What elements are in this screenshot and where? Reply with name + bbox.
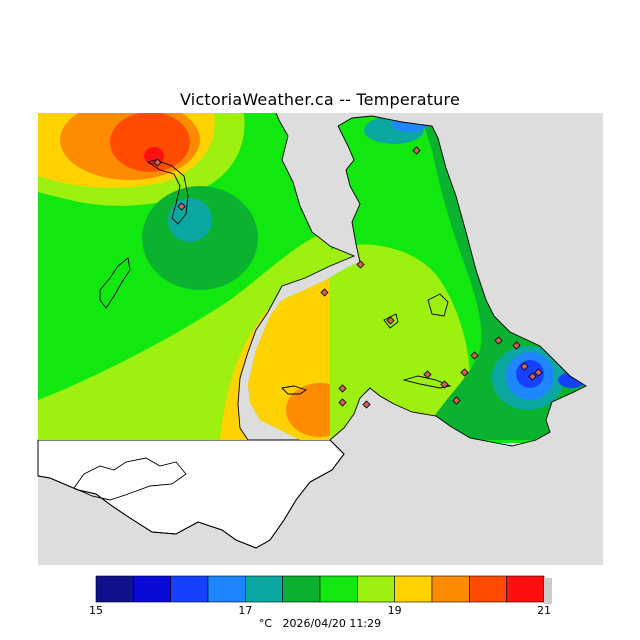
station-marker <box>520 362 529 371</box>
legend-cell <box>207 575 246 603</box>
legend-unit: °C <box>258 617 273 630</box>
legend-cell <box>170 575 209 603</box>
station-marker <box>338 398 347 407</box>
station-markers <box>153 146 543 409</box>
legend-cell <box>282 575 321 603</box>
station-marker <box>412 146 421 155</box>
legend-caption: °C 2026/04/20 11:29 <box>0 617 640 630</box>
station-marker <box>320 288 329 297</box>
station-marker <box>177 202 186 211</box>
legend-cell <box>357 575 395 603</box>
legend-shadow <box>544 578 552 604</box>
station-marker <box>452 396 461 405</box>
legend-cell <box>394 575 433 603</box>
legend-tick-label: 19 <box>387 604 402 617</box>
station-marker <box>356 260 365 269</box>
station-marker <box>470 351 479 360</box>
coastlines <box>37 112 587 549</box>
legend-cell <box>431 575 470 603</box>
station-marker <box>362 400 371 409</box>
legend-tick-label: 21 <box>537 604 551 617</box>
station-marker <box>153 158 162 167</box>
legend-tick-label: 17 <box>238 604 253 617</box>
legend-colorbar <box>95 575 552 604</box>
legend-cell <box>319 575 358 603</box>
station-marker <box>338 384 347 393</box>
station-marker <box>460 368 469 377</box>
station-marker <box>512 341 521 350</box>
station-marker <box>494 336 503 345</box>
legend-tick-label: 15 <box>89 604 103 617</box>
legend-cell <box>469 575 507 603</box>
station-marker <box>534 368 543 377</box>
station-marker <box>423 370 432 379</box>
station-marker <box>528 372 537 381</box>
station-marker <box>440 380 449 389</box>
legend-cell <box>95 575 134 603</box>
station-marker <box>386 316 395 325</box>
map-title: VictoriaWeather.ca -- Temperature <box>180 90 460 109</box>
legend-cell <box>133 575 171 603</box>
legend-cell <box>245 575 283 603</box>
legend-timestamp: 2026/04/20 11:29 <box>282 617 382 630</box>
legend-cell <box>506 575 545 603</box>
